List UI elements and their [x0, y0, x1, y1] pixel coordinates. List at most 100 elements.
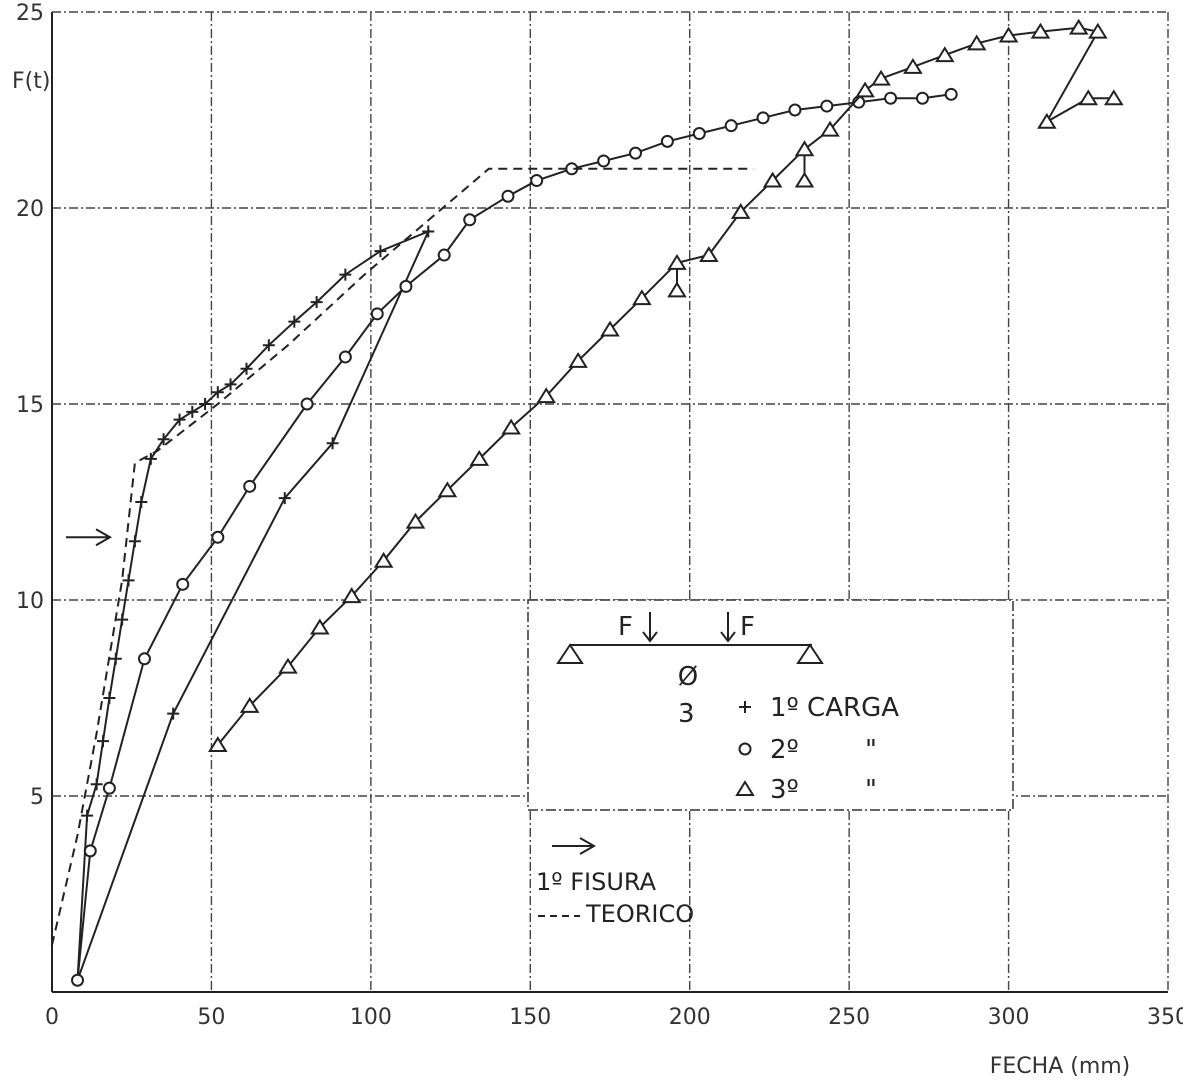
triangle-marker: [310, 618, 330, 635]
triangle-marker: [903, 57, 923, 74]
circle-marker: [338, 350, 352, 364]
x-tick-label: 350: [1147, 1005, 1183, 1030]
triangle-marker: [735, 780, 755, 796]
series-3: [208, 18, 1124, 753]
circle-marker: [137, 652, 151, 666]
cross-marker: [109, 652, 122, 665]
cross-marker: [374, 245, 387, 258]
triangle-marker: [935, 46, 955, 63]
triangle-marker: [794, 171, 815, 188]
x-tick-label: 200: [669, 1005, 711, 1030]
triangle-marker: [469, 449, 490, 466]
legend-entry-ditto: ": [865, 775, 877, 805]
circle-marker: [944, 87, 958, 101]
triangle-marker: [1078, 89, 1099, 106]
cross-marker: [103, 692, 116, 704]
triangle-marker: [667, 281, 687, 298]
triangle-marker: [208, 736, 228, 753]
x-tick-label: 0: [45, 1005, 59, 1030]
series-line: [76, 93, 952, 981]
circle-marker: [724, 119, 738, 133]
cross-marker: [116, 613, 129, 626]
x-tick-label: 250: [828, 1005, 870, 1030]
triangle-marker: [568, 351, 588, 368]
circle-marker: [660, 134, 674, 148]
support-left-icon: [556, 643, 584, 664]
x-axis-label: FECHA (mm): [990, 1054, 1131, 1079]
circle-marker: [738, 742, 752, 756]
diameter-symbol: Ø: [678, 662, 698, 692]
legend-entry-label: 2º: [770, 735, 799, 765]
circle-marker: [501, 189, 515, 203]
circle-marker: [71, 973, 85, 987]
triangle-marker: [794, 140, 815, 157]
triangle-marker: [405, 512, 426, 529]
legend-entry-label: 3º: [770, 775, 799, 805]
legend: F F Ø 3 1º CARGA 2º " 3º ": [527, 599, 1014, 811]
circle-marker: [83, 844, 97, 858]
triangle-marker: [871, 69, 891, 86]
triangle-marker: [730, 203, 751, 219]
cross-marker: [288, 315, 301, 328]
theoretical-label: TEORICO: [585, 900, 694, 928]
circle-marker: [102, 781, 116, 795]
series-group: [51, 18, 1124, 987]
cross-marker: [144, 452, 157, 465]
triangle-marker: [855, 81, 875, 98]
cross-marker: [97, 735, 110, 748]
series-2: [71, 87, 958, 987]
cross-marker: [186, 405, 199, 418]
legend-entry-ditto: ": [865, 735, 877, 765]
cross-marker: [90, 778, 103, 791]
cross-marker: [262, 339, 275, 352]
triangle-marker: [998, 26, 1019, 43]
series-line: [76, 229, 431, 981]
cross-marker: [81, 809, 94, 822]
triangle-marker: [667, 253, 687, 270]
triangle-marker: [437, 481, 458, 498]
triangle-marker: [1030, 22, 1051, 39]
triangle-marker: [600, 320, 620, 337]
triangle-marker: [966, 34, 987, 51]
axes: [51, 12, 1168, 993]
y-tick-label: 5: [30, 785, 44, 810]
annotations: 1º FISURA TEORICO: [66, 528, 694, 928]
y-tick-label: 20: [16, 197, 44, 222]
circle-marker: [300, 397, 314, 411]
cross-marker: [157, 433, 170, 446]
circle-marker: [629, 146, 643, 160]
circle-marker: [756, 111, 770, 125]
triangle-marker: [820, 120, 840, 137]
support-right-icon: [796, 643, 824, 664]
triangle-marker: [1104, 89, 1124, 106]
triangle-marker: [762, 171, 783, 188]
circle-marker: [915, 91, 929, 105]
y-tick-label: 15: [16, 393, 44, 418]
circle-marker: [788, 103, 802, 117]
x-tick-label: 150: [509, 1005, 551, 1030]
circle-marker: [530, 174, 544, 188]
cross-marker: [128, 535, 141, 548]
first-crack-label: 1º FISURA: [536, 868, 657, 896]
series-1-carga: [71, 225, 435, 987]
first-crack-arrow-icon: [66, 528, 113, 547]
cross-marker: [173, 413, 186, 426]
cross-marker: [122, 574, 135, 587]
diameter-value: 3: [678, 699, 695, 729]
circle-marker: [820, 99, 834, 113]
circle-marker: [884, 91, 898, 105]
cross-marker: [422, 225, 435, 238]
load-label-right: F: [740, 612, 755, 642]
x-tick-label: 50: [197, 1005, 225, 1030]
load-arrow-left-icon: [642, 612, 658, 643]
load-arrow-right-icon: [720, 612, 736, 643]
cross-marker: [211, 386, 224, 399]
series-teorico: [51, 167, 754, 946]
circle-marker: [597, 154, 611, 168]
cross-marker: [326, 437, 339, 450]
cross-marker: [339, 268, 352, 281]
triangle-marker: [278, 657, 298, 674]
circle-marker: [176, 577, 190, 591]
cross-marker: [240, 362, 253, 375]
